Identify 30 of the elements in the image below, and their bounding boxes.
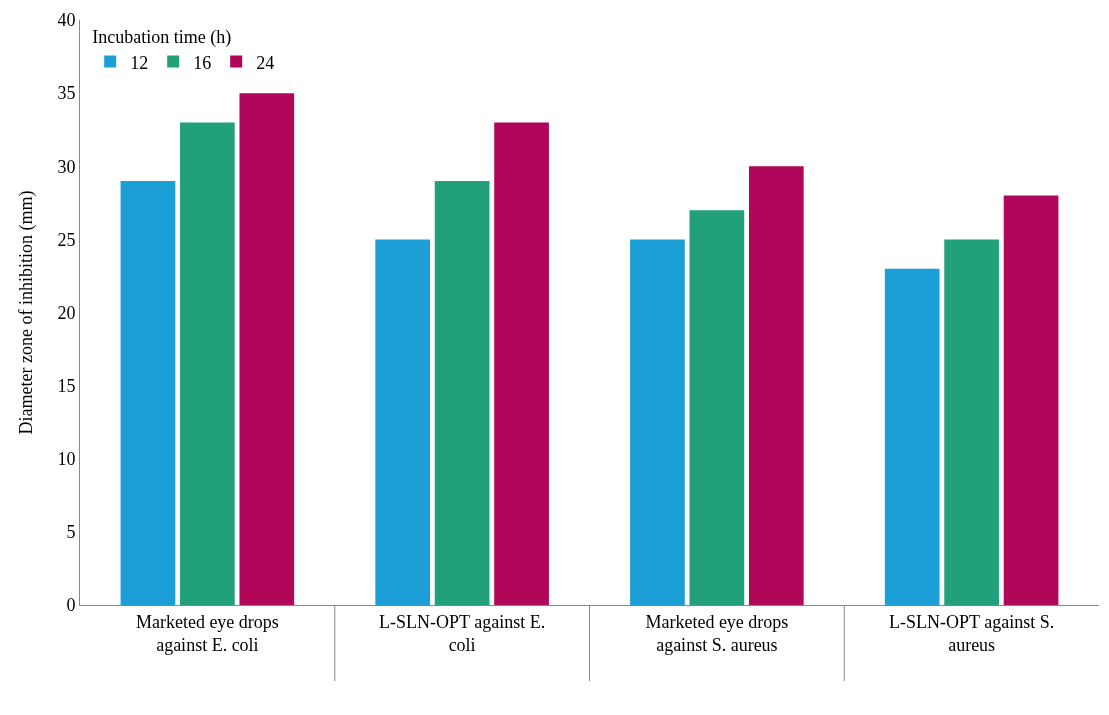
y-tick-label: 10 <box>57 449 76 470</box>
bar <box>375 239 431 605</box>
legend-label: 16 <box>193 52 212 73</box>
bar <box>239 93 295 605</box>
y-tick-label: 40 <box>57 10 76 31</box>
legend-label: 24 <box>256 52 275 73</box>
x-tick-label: L-SLN-OPT against E. coli <box>379 611 546 655</box>
x-tick-label: Marketed eye drops against S. aureus <box>645 611 789 655</box>
bar <box>494 122 549 605</box>
y-tick-label: 15 <box>57 375 76 396</box>
y-axis-title: Diameter zone of inhibition (mm) <box>15 190 37 435</box>
bar <box>180 122 235 605</box>
y-tick-label: 30 <box>57 156 76 177</box>
bar <box>630 239 685 605</box>
bar <box>689 210 745 605</box>
x-tick-label: L-SLN-OPT against S. aureus <box>889 611 1055 655</box>
x-tick-label: Marketed eye drops against E. coli <box>135 611 279 655</box>
bar <box>748 166 804 605</box>
y-tick-label: 5 <box>66 522 76 543</box>
bar <box>120 180 176 605</box>
bar <box>434 180 490 605</box>
legend-title: Incubation time (h) <box>92 27 232 49</box>
y-tick-label: 20 <box>57 302 76 323</box>
y-tick-label: 35 <box>57 83 76 104</box>
bar <box>1003 195 1059 605</box>
y-tick-label: 0 <box>66 595 76 616</box>
bar <box>884 268 940 605</box>
y-tick-label: 25 <box>57 229 76 250</box>
bar <box>944 239 999 605</box>
legend-label: 12 <box>130 52 149 73</box>
